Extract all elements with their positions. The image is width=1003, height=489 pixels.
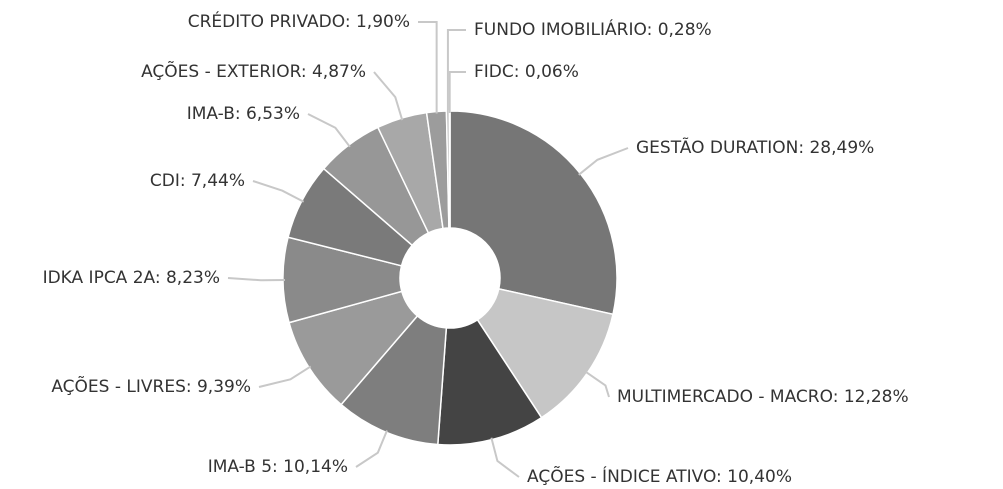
leader-line [227, 277, 286, 282]
slice [449, 110, 618, 316]
leader-line [355, 430, 388, 468]
leader-line [490, 437, 520, 478]
data-label: CRÉDITO PRIVADO: 1,90% [188, 10, 410, 32]
data-label: IMA-B 5: 10,14% [208, 457, 348, 477]
data-label: CDI: 7,44% [150, 171, 245, 191]
data-label: IDKA IPCA 2A: 8,23% [43, 268, 220, 288]
data-label: IMA-B: 6,53% [187, 104, 300, 124]
data-label: MULTIMERCADO - MACRO: 12,28% [617, 387, 909, 407]
leader-line [446, 29, 466, 114]
leader-line [373, 71, 404, 121]
slice [448, 110, 451, 229]
leader-line [578, 147, 629, 176]
leader-line [252, 180, 305, 203]
leader-line [448, 71, 466, 114]
leader-line [258, 365, 312, 388]
leader-line [307, 113, 351, 148]
data-label: FIDC: 0,06% [474, 62, 579, 82]
data-label: AÇÕES - EXTERIOR: 4,87% [141, 60, 366, 82]
data-label: GESTÃO DURATION: 28,49% [636, 136, 874, 158]
data-label: AÇÕES - LIVRES: 9,39% [51, 375, 251, 397]
leader-line [418, 21, 438, 114]
data-label: AÇÕES - ÍNDICE ATIVO: 10,40% [527, 465, 792, 487]
leader-line [585, 371, 610, 398]
slice [476, 287, 614, 419]
slice [436, 318, 543, 446]
data-label: FUNDO IMOBILIÁRIO: 0,28% [474, 18, 712, 40]
